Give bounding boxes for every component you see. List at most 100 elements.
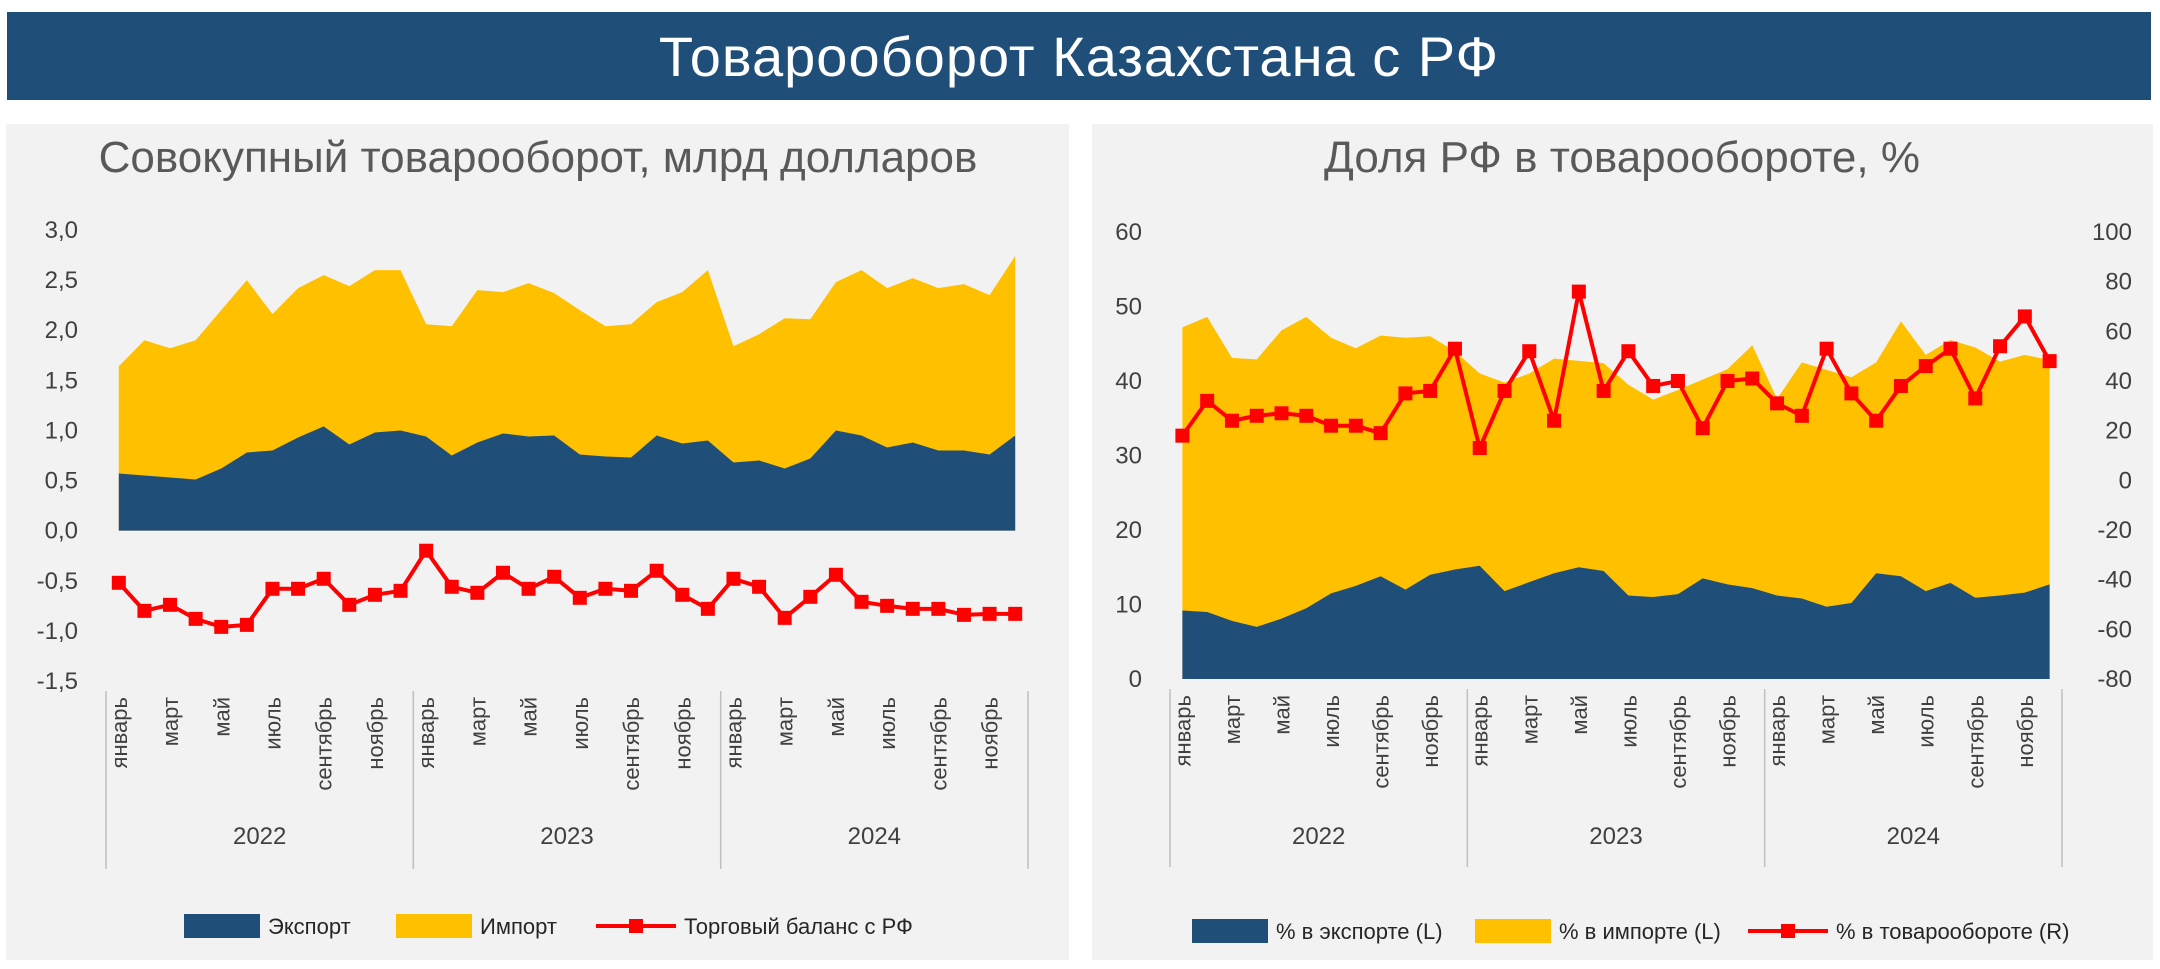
line-marker	[675, 587, 690, 602]
line-marker	[1770, 396, 1785, 411]
line-marker	[1596, 383, 1611, 398]
line-marker	[163, 597, 178, 612]
y2-tick-label: 80	[2105, 269, 2132, 296]
line-marker	[572, 590, 587, 605]
legend-entry: % в экспорте (L)	[1276, 919, 1443, 944]
line-marker	[470, 585, 485, 600]
y2-tick-label: 100	[2092, 219, 2132, 246]
line-marker	[342, 597, 357, 612]
y-tick-label: 10	[1115, 592, 1142, 619]
line-marker	[393, 583, 408, 598]
legend-swatch-marker	[629, 919, 643, 933]
x-month-label: март	[1220, 695, 1245, 744]
y2-tick-label: -40	[2097, 567, 2132, 594]
export-area	[118, 426, 1016, 531]
x-month-label: сентябрь	[619, 697, 644, 791]
y-tick-label: 2,5	[45, 267, 78, 294]
line-marker	[2042, 354, 2057, 369]
line-marker	[1745, 371, 1760, 386]
line-marker	[521, 581, 536, 596]
legend-swatch	[1475, 919, 1551, 943]
chart-russia-share: Доля РФ в товарообороте, %60504030201001…	[1115, 133, 2132, 944]
line-marker	[1968, 391, 1983, 406]
x-month-label: май	[209, 697, 234, 737]
x-month-label: март	[158, 697, 183, 746]
line-marker	[1008, 606, 1023, 621]
y2-tick-label: 40	[2105, 368, 2132, 395]
y2-tick-label: 60	[2105, 318, 2132, 345]
x-month-label: сентябрь	[312, 697, 337, 791]
line-marker	[1547, 413, 1562, 428]
x-month-label: ноябрь	[1418, 695, 1443, 768]
line-marker	[700, 601, 715, 616]
x-month-label: сентябрь	[1963, 695, 1988, 789]
x-month-label: май	[517, 697, 542, 737]
line-marker	[1348, 418, 1363, 433]
line-marker	[1794, 408, 1809, 423]
line-marker	[214, 619, 229, 634]
line-marker	[419, 543, 434, 558]
x-month-label: ноябрь	[363, 697, 388, 770]
line-marker	[1299, 408, 1314, 423]
x-month-label: июль	[260, 697, 285, 750]
line-marker	[291, 581, 306, 596]
line-marker	[905, 601, 920, 616]
y-tick-label: -1,0	[37, 618, 78, 645]
line-marker	[547, 569, 562, 584]
y-tick-label: 0,5	[45, 468, 78, 495]
y-tick-label: 3,0	[45, 217, 78, 244]
line-marker	[777, 610, 792, 625]
line-marker	[1844, 386, 1859, 401]
x-month-label: январь	[107, 697, 132, 768]
legend-swatch	[1192, 919, 1268, 943]
line-marker	[598, 581, 613, 596]
line-marker	[1472, 441, 1487, 456]
line-marker	[1497, 383, 1512, 398]
x-year-label: 2024	[848, 823, 901, 850]
x-month-label: сентябрь	[926, 697, 951, 791]
line-marker	[956, 607, 971, 622]
y-tick-label: 20	[1115, 517, 1142, 544]
y2-tick-label: -20	[2097, 517, 2132, 544]
legend-entry: % в товарообороте (R)	[1836, 919, 2069, 944]
x-month-label: июль	[875, 697, 900, 750]
x-month-label: май	[1567, 695, 1592, 735]
x-month-label: сентябрь	[1369, 695, 1394, 789]
line-marker	[1621, 344, 1636, 359]
line-marker	[444, 579, 459, 594]
line-marker	[1819, 341, 1834, 356]
y-tick-label: 2,0	[45, 317, 78, 344]
legend-entry: % в импорте (L)	[1559, 919, 1721, 944]
line-marker	[188, 611, 203, 626]
line-marker	[1893, 378, 1908, 393]
x-month-label: май	[824, 697, 849, 737]
x-month-label: ноябрь	[670, 697, 695, 770]
legend-entry: Импорт	[480, 914, 557, 939]
legend-entry: Торговый баланс с РФ	[684, 914, 913, 939]
x-month-label: июль	[1319, 695, 1344, 748]
line-marker	[1224, 413, 1239, 428]
x-year-label: 2024	[1887, 823, 1940, 850]
chart-title: Доля РФ в товарообороте, %	[1324, 133, 1920, 182]
y-tick-label: 1,5	[45, 367, 78, 394]
line-marker	[111, 575, 126, 590]
y2-tick-label: -60	[2097, 616, 2132, 643]
x-year-label: 2023	[1589, 823, 1642, 850]
line-marker	[1943, 341, 1958, 356]
x-month-label: май	[1270, 695, 1295, 735]
x-month-label: июль	[568, 697, 593, 750]
line-marker	[1423, 383, 1438, 398]
line-series	[117, 548, 1016, 629]
x-month-label: март	[1517, 695, 1542, 744]
x-month-label: ноябрь	[1716, 695, 1741, 768]
x-month-label: январь	[1765, 695, 1790, 766]
line-marker	[316, 571, 331, 586]
y2-tick-label: 20	[2105, 418, 2132, 445]
y2-tick-label: -80	[2097, 666, 2132, 693]
x-month-label: март	[773, 697, 798, 746]
line-marker	[137, 603, 152, 618]
y-tick-label: 0,0	[45, 518, 78, 545]
line-marker	[1249, 408, 1264, 423]
x-month-label: июль	[1616, 695, 1641, 748]
y-tick-label: -1,5	[37, 668, 78, 695]
